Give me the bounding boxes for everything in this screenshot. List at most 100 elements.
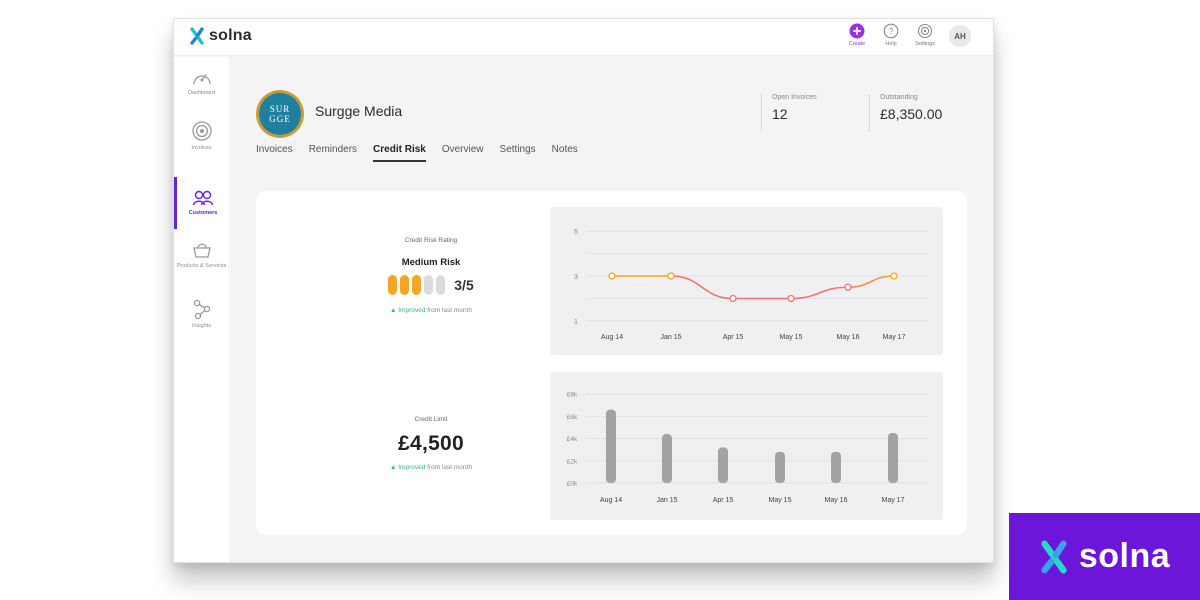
- x-tick-label: May 15: [769, 497, 792, 504]
- bar: [831, 451, 841, 483]
- y-tick-label: £4k: [567, 436, 578, 443]
- sidebar-item-label: Dashboard: [188, 90, 215, 96]
- logo-text-line2: GGE: [269, 114, 291, 124]
- series-line-bad: [670, 275, 895, 300]
- sidebar-item-label: Products & Services: [176, 263, 227, 269]
- risk-line-chart-panel: 1 3 5 Aug 14 Jan 15 Apr 15 May 15 May 16 May 17: [550, 207, 943, 355]
- improved-indicator: ▲ Improved: [390, 464, 426, 471]
- sidebar-item-invoices[interactable]: Invoices: [174, 120, 229, 152]
- data-point: [844, 283, 852, 291]
- improved-suffix: from last month: [425, 464, 472, 471]
- x-tick-label: May 15: [780, 334, 803, 341]
- credit-limit-value: £4,500: [397, 432, 465, 455]
- sidebar-item-insights[interactable]: Insights: [174, 298, 229, 330]
- rating-pill: [412, 275, 422, 295]
- data-point: [608, 272, 616, 280]
- tab-reminders[interactable]: Reminders: [308, 144, 358, 155]
- top-actions: Create ? Help Settings AH: [845, 23, 971, 47]
- sidebar-item-customers[interactable]: Customers: [174, 177, 229, 229]
- risk-rating-meter: 3/5: [321, 275, 541, 295]
- sidebar-item-dashboard[interactable]: Dashboard: [174, 69, 229, 97]
- plus-circle-icon: [849, 23, 865, 39]
- rating-pill: [388, 275, 398, 295]
- tab-settings[interactable]: Settings: [499, 144, 536, 155]
- y-tick-label: £2k: [567, 458, 578, 465]
- bar: [662, 434, 672, 483]
- y-tick-label: £6k: [567, 414, 578, 421]
- x-tick-label: May 16: [837, 334, 860, 341]
- data-point: [729, 294, 737, 303]
- help-label: Help: [885, 41, 897, 47]
- user-avatar[interactable]: AH: [949, 25, 971, 47]
- bar: [775, 451, 785, 483]
- data-point: [667, 272, 675, 280]
- data-point: [787, 294, 795, 303]
- credit-risk-card: Credit Risk Rating Medium Risk 3/5 ▲ Imp…: [256, 191, 967, 535]
- insights-nodes-icon: [193, 299, 210, 320]
- x-tick-label: Jan 15: [660, 334, 681, 341]
- tab-invoices[interactable]: Invoices: [256, 144, 293, 155]
- brand-logo[interactable]: solna: [190, 27, 252, 45]
- customer-logo: SUR GGE: [256, 90, 304, 138]
- credit-risk-rating: Credit Risk Rating Medium Risk 3/5 ▲ Imp…: [321, 237, 541, 314]
- sidebar-item-label: Customers: [188, 210, 218, 216]
- create-label: Create: [848, 41, 866, 47]
- bar: [888, 432, 898, 483]
- solna-badge: solna: [1009, 513, 1200, 600]
- create-button[interactable]: Create: [845, 23, 869, 47]
- x-tick-label: Aug 14: [601, 334, 623, 341]
- rating-pill: [400, 275, 410, 295]
- rating-pill: [436, 275, 446, 295]
- gauge-icon: [192, 74, 211, 85]
- risk-score: 3/5: [454, 277, 474, 293]
- credit-risk-heading: Medium Risk: [401, 257, 461, 268]
- customer-tabs: Invoices Reminders Credit Risk Overview …: [256, 144, 578, 162]
- bar: [606, 409, 616, 483]
- limit-bar-chart: £0k £2k £4k £6k £8k Aug 14 Jan 15 Apr 15 May 15 M…: [567, 392, 928, 504]
- customer-logo-inner: SUR GGE: [259, 93, 301, 135]
- sidebar: Dashboard Invoices Customers Products: [174, 57, 229, 562]
- help-icon: ?: [883, 23, 899, 39]
- sidebar-item-products[interactable]: Products & Services: [174, 240, 229, 270]
- x-tick-label: May 16: [825, 497, 848, 504]
- customers-icon: [192, 190, 214, 206]
- x-tick-label: Apr 15: [723, 334, 744, 341]
- help-button[interactable]: ? Help: [879, 23, 903, 47]
- outstanding-label: Outstanding: [880, 94, 918, 101]
- outstanding-value: £8,350.00: [880, 106, 943, 122]
- open-invoices-stat: Open Invoices 12: [761, 94, 817, 132]
- rating-pill: [424, 275, 434, 295]
- brand-name: solna: [209, 27, 252, 44]
- customer-name: Surgge Media: [315, 103, 403, 119]
- solna-mark-icon: [190, 27, 204, 45]
- credit-limit: Credit Limit £4,500 ▲ Improved from last…: [321, 416, 541, 471]
- x-tick-label: May 17: [882, 497, 905, 504]
- improved-suffix: from last month: [425, 307, 472, 314]
- tab-notes[interactable]: Notes: [551, 144, 578, 155]
- bar: [718, 447, 728, 483]
- y-tick-label: £0k: [567, 481, 578, 488]
- tab-credit-risk[interactable]: Credit Risk: [373, 144, 426, 162]
- limit-bar-chart-panel: £0k £2k £4k £6k £8k Aug 14 Jan 15 Apr 15 May 15 M…: [550, 372, 943, 520]
- y-tick-label: 3: [574, 274, 578, 281]
- x-tick-label: Jan 15: [656, 497, 677, 504]
- y-tick-label: £8k: [567, 392, 578, 399]
- tab-overview[interactable]: Overview: [441, 144, 484, 155]
- sidebar-item-label: Invoices: [191, 145, 212, 151]
- credit-limit-title: Credit Limit: [414, 416, 448, 423]
- solna-mark-icon: [1041, 540, 1067, 573]
- outstanding-stat: Outstanding £8,350.00: [869, 94, 942, 132]
- settings-button[interactable]: Settings: [913, 23, 937, 47]
- sidebar-item-label: Insights: [192, 323, 211, 329]
- svg-text:?: ?: [889, 27, 894, 36]
- settings-icon: [917, 23, 933, 39]
- logo-text-line1: SUR: [269, 104, 291, 114]
- badge-brand-name: solna: [1078, 537, 1171, 575]
- basket-icon: [192, 243, 211, 258]
- invoice-target-icon: [191, 121, 212, 141]
- settings-label: Settings: [915, 41, 935, 47]
- limit-improved-note: ▲ Improved from last month: [321, 464, 541, 471]
- open-invoices-value: 12: [772, 106, 788, 122]
- x-tick-label: May 17: [883, 334, 906, 341]
- risk-improved-note: ▲ Improved from last month: [321, 307, 541, 314]
